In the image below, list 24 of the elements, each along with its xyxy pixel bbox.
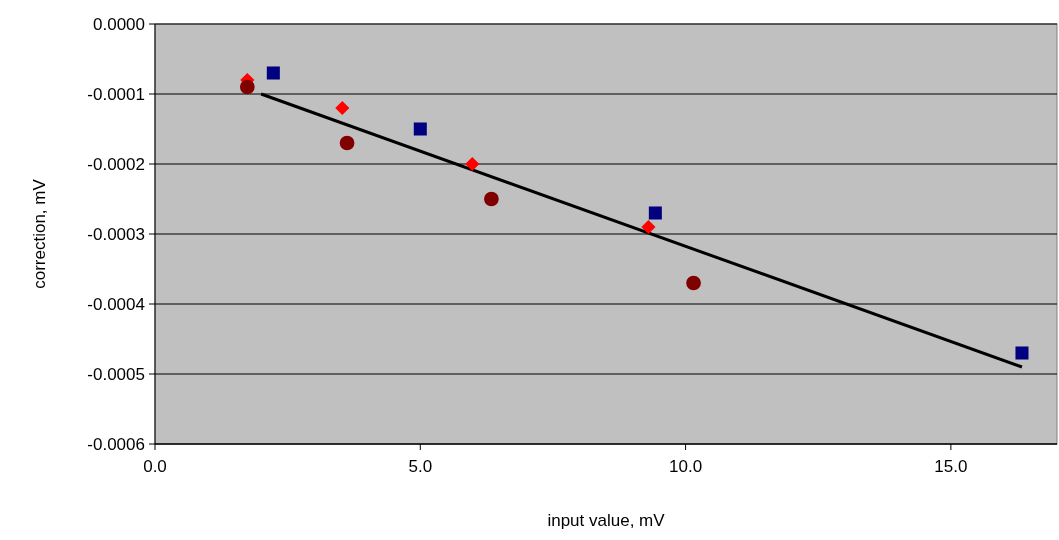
point (648, 206, 662, 220)
y-tick-label: -0.0005 (87, 364, 145, 384)
y-tick-label: -0.0002 (87, 154, 145, 174)
y-tick-label: -0.0006 (87, 434, 145, 454)
point (239, 79, 255, 95)
point (413, 122, 427, 136)
point (339, 135, 355, 151)
y-axis-title: correction, mV (30, 178, 49, 289)
x-axis-title: input value, mV (547, 511, 666, 530)
point (1015, 346, 1029, 360)
y-tick-label: -0.0003 (87, 224, 145, 244)
x-tick-label: 5.0 (408, 457, 433, 476)
point (686, 275, 701, 291)
point (484, 191, 499, 207)
point (266, 66, 280, 80)
y-tick-label: -0.0001 (87, 84, 145, 104)
x-tick-label: 0.0 (143, 457, 167, 476)
y-tick-label: 0.0000 (93, 14, 145, 34)
x-tick-label: 15.0 (934, 457, 968, 476)
point (465, 156, 480, 172)
x-tick-label: 10.0 (669, 457, 703, 476)
point (335, 100, 350, 116)
point (641, 219, 656, 235)
y-tick-label: -0.0004 (87, 294, 145, 314)
